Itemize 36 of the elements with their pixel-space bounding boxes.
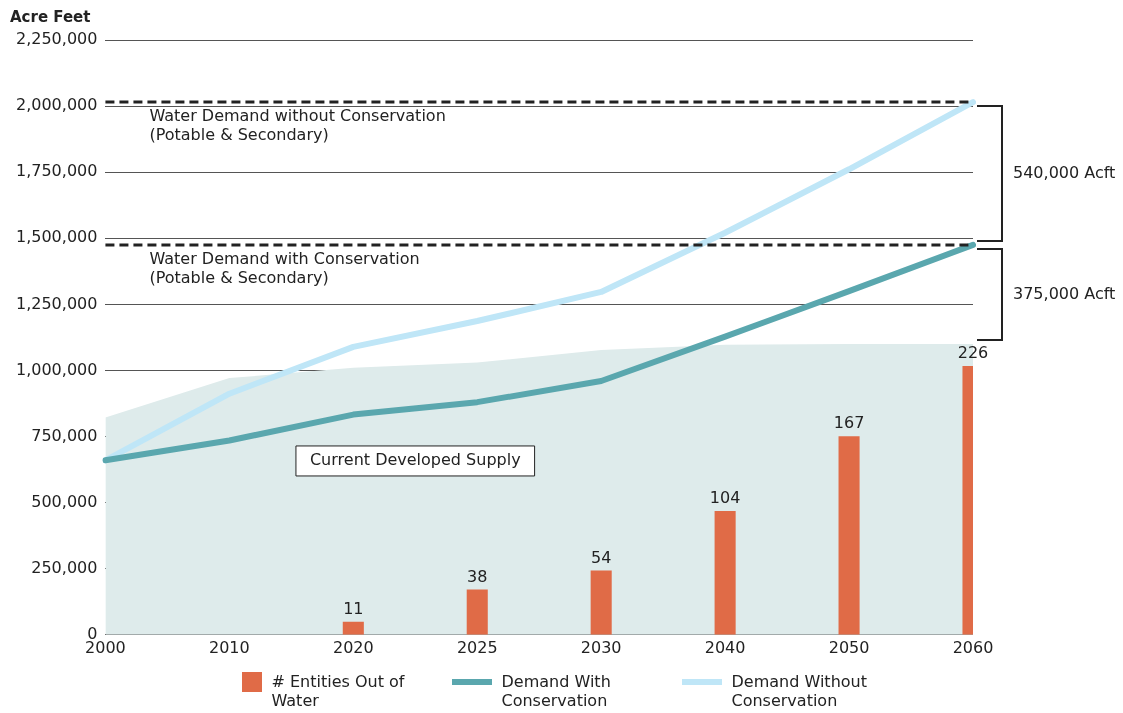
y-tick-label: 1,500,000 (15, 227, 98, 247)
y-tick-label: 1,750,000 (15, 161, 98, 181)
y-tick-label: 1,000,000 (15, 359, 98, 379)
x-tick-label: 2060 (952, 637, 994, 657)
bar (466, 589, 488, 635)
data-label: 11 (343, 598, 364, 618)
bar (714, 511, 736, 635)
legend-label: Demand With Conservation (501, 672, 612, 710)
ref-line-label: Water Demand without Conservation (Potable & Secondary) (149, 106, 446, 145)
y-tick-label: 750,000 (31, 425, 98, 445)
bar (342, 621, 364, 635)
data-label: 54 (591, 547, 612, 567)
x-tick-label: 2025 (456, 637, 498, 657)
data-label: 226 (957, 343, 989, 363)
x-tick-label: 2010 (209, 637, 250, 657)
y-tick-label: 250,000 (31, 557, 98, 577)
bar (590, 570, 612, 635)
ref-line-label: Water Demand with Conservation (Potable & Secondary) (149, 249, 420, 288)
y-tick-label: 1,250,000 (15, 293, 98, 313)
y-tick-label: 2,000,000 (15, 95, 98, 115)
y-tick-label: 2,250,000 (15, 29, 98, 49)
x-tick-label: 2040 (704, 637, 746, 657)
text: 375,000 Acft (1013, 283, 1116, 303)
bar (838, 436, 860, 635)
legend-label: Demand Without Conservation (731, 672, 868, 710)
text: 540,000 Acft (1013, 162, 1116, 182)
x-tick-label: 2050 (828, 637, 870, 657)
x-tick-label: 2020 (332, 637, 374, 657)
legend-label: # Entities Out of Water (271, 672, 406, 710)
y-axis-title: Acre Feet (10, 8, 91, 26)
x-tick-label: 2030 (580, 637, 622, 657)
series-label: Current Developed Supply (309, 450, 521, 470)
data-label: 104 (709, 488, 741, 508)
data-label: 167 (833, 413, 865, 433)
y-tick-label: 500,000 (31, 491, 98, 511)
data-label: 38 (467, 566, 488, 586)
